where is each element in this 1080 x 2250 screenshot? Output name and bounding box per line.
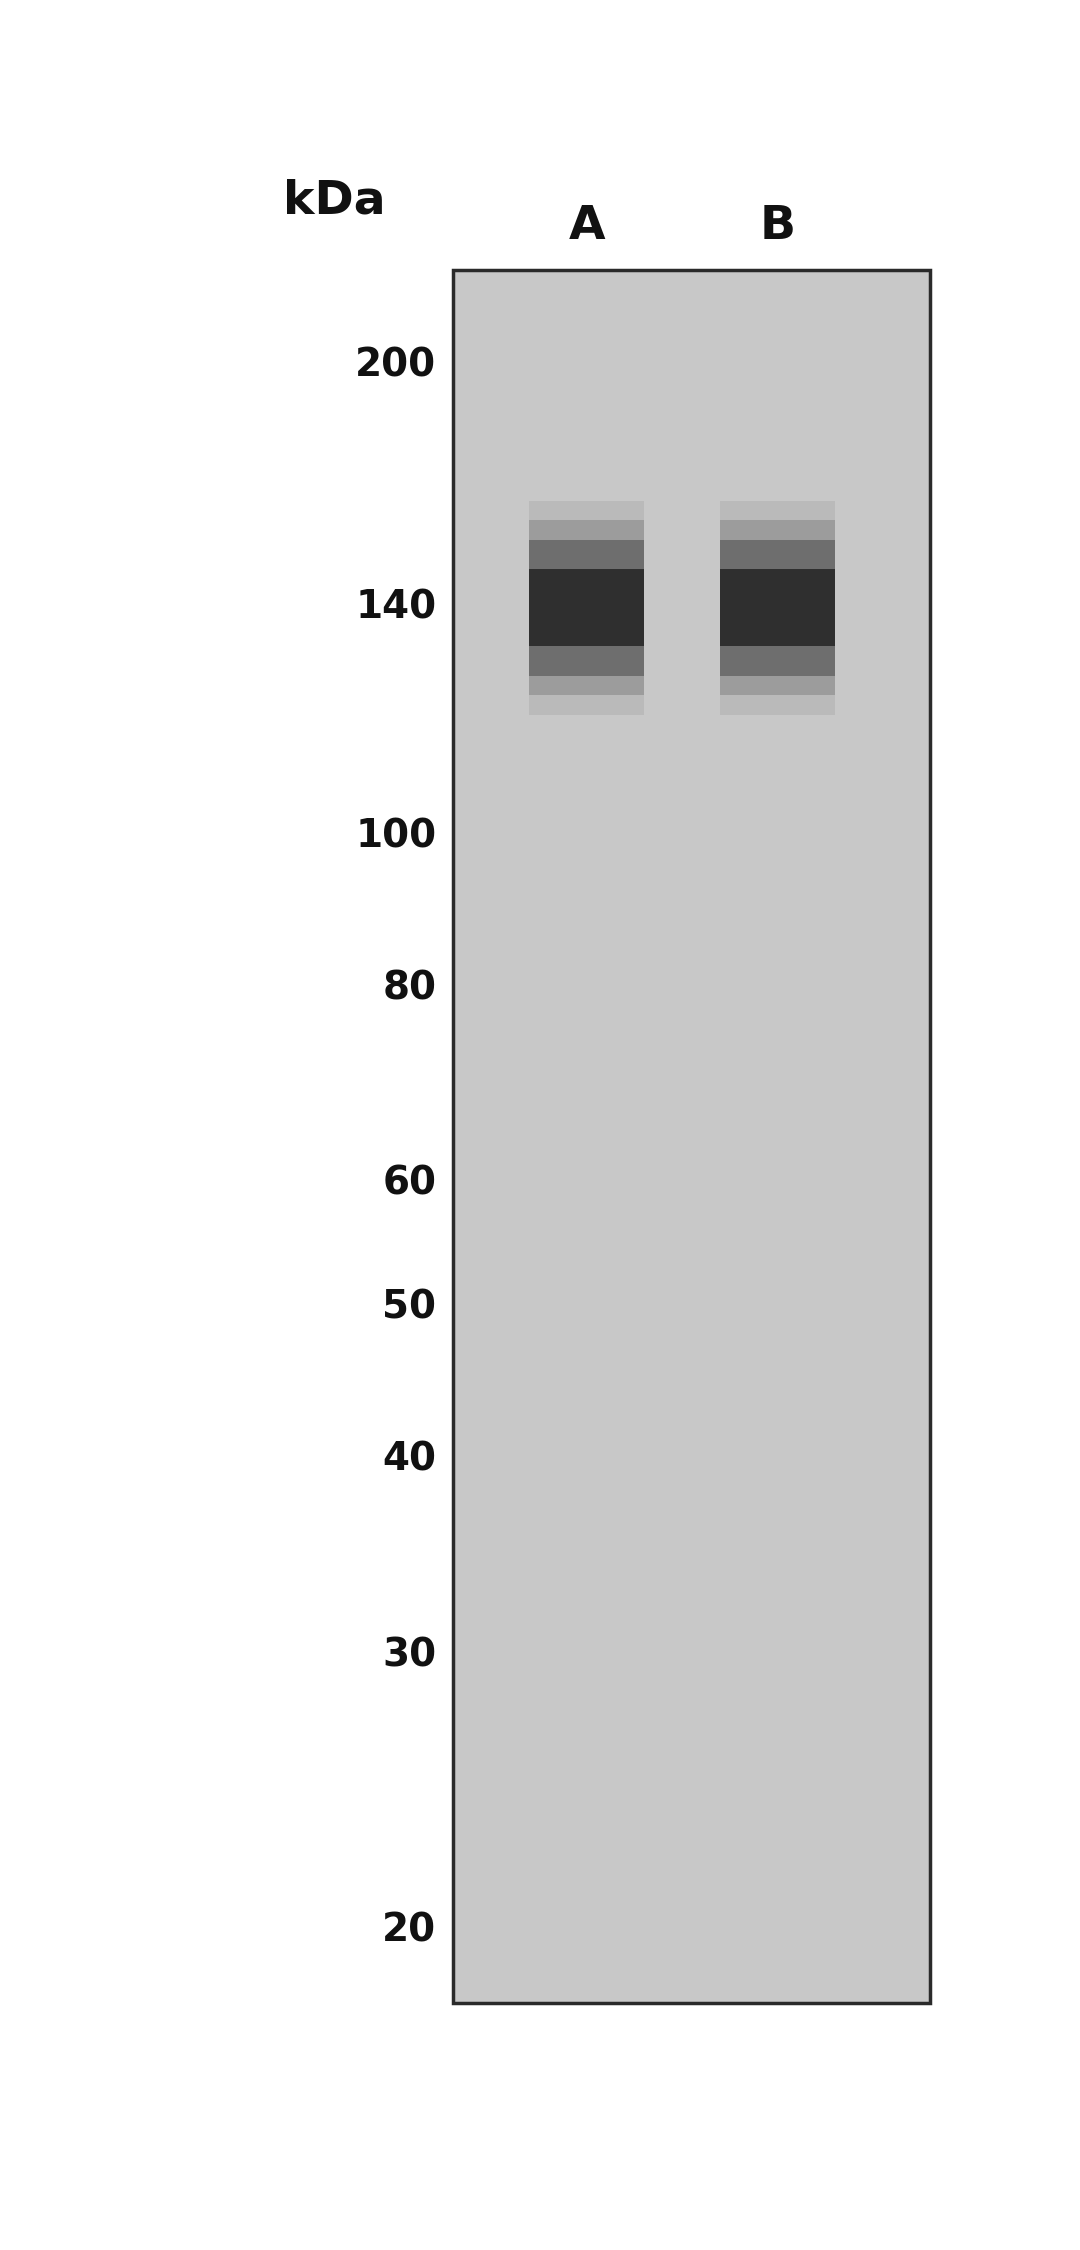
Text: 40: 40 xyxy=(382,1440,436,1478)
Bar xyxy=(720,646,835,695)
Text: 200: 200 xyxy=(355,346,436,385)
Text: 100: 100 xyxy=(355,817,436,855)
Bar xyxy=(720,520,835,569)
Bar xyxy=(720,646,835,716)
Bar xyxy=(529,500,644,569)
Text: 30: 30 xyxy=(382,1636,436,1674)
Bar xyxy=(529,646,644,716)
Bar xyxy=(720,569,835,646)
Text: kDa: kDa xyxy=(283,178,387,223)
Bar xyxy=(529,540,644,569)
Bar xyxy=(720,500,835,569)
Text: 80: 80 xyxy=(382,970,436,1008)
Bar xyxy=(720,646,835,675)
Bar xyxy=(529,569,644,646)
Bar xyxy=(529,646,644,695)
Bar xyxy=(720,540,835,569)
Bar xyxy=(529,520,644,569)
Bar xyxy=(529,646,644,675)
Text: A: A xyxy=(568,205,605,250)
Text: 50: 50 xyxy=(382,1289,436,1328)
Text: B: B xyxy=(759,205,796,250)
Text: 20: 20 xyxy=(382,1912,436,1951)
Bar xyxy=(454,270,930,2002)
Text: 60: 60 xyxy=(382,1166,436,1204)
Text: 140: 140 xyxy=(355,590,436,626)
